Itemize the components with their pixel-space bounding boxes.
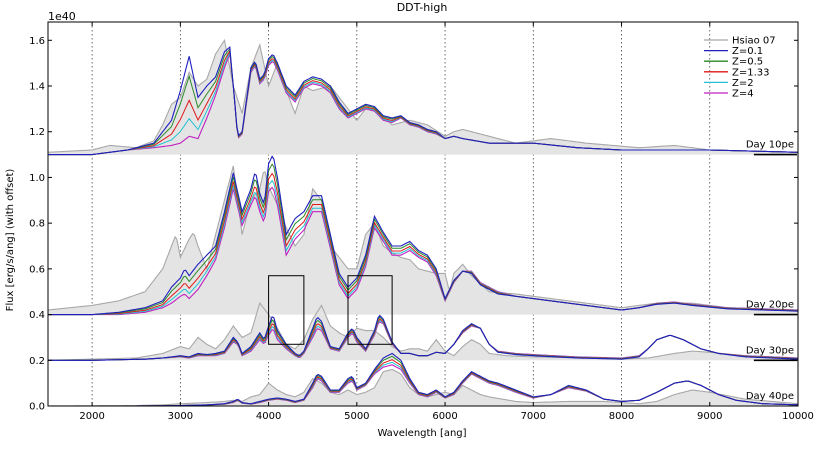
hsiao-line-0 xyxy=(48,38,798,153)
hsiao-line-2 xyxy=(48,301,798,361)
legend: Hsiao 07Z=0.1Z=0.5Z=1.33Z=2Z=4 xyxy=(704,36,776,100)
x-tick-label-5000: 5000 xyxy=(344,411,369,422)
chart-title: DDT-high xyxy=(397,1,448,14)
y-tick-label-1: 0.2 xyxy=(29,356,45,367)
inset-boxes xyxy=(268,275,393,345)
template-fill-areas xyxy=(48,40,798,406)
y-tick-label-6: 1.2 xyxy=(29,127,45,138)
template-fill-1 xyxy=(48,166,798,315)
z01-line-0 xyxy=(48,46,798,156)
template-fill-2 xyxy=(48,303,798,361)
x-tick-label-9000: 9000 xyxy=(697,411,722,422)
y-tick-label-5: 1.0 xyxy=(29,173,45,184)
y-tick-label-8: 1.6 xyxy=(29,36,45,47)
y-axis-multiplier: 1e40 xyxy=(48,10,76,23)
template-fill-0 xyxy=(48,40,798,155)
template-fill-3 xyxy=(48,369,798,406)
legend-label-3: Z=1.33 xyxy=(732,67,770,78)
y-tick-label-7: 1.4 xyxy=(29,82,45,93)
inset-box-0 xyxy=(268,275,305,345)
y-tick-label-2: 0.4 xyxy=(29,310,45,321)
legend-label-4: Z=2 xyxy=(732,78,754,89)
x-tick-label-10000: 10000 xyxy=(782,411,814,422)
y-tick-label-0: 0.0 xyxy=(29,402,45,413)
legend-label-0: Hsiao 07 xyxy=(732,36,776,47)
legend-label-1: Z=0.1 xyxy=(732,46,763,57)
z01-line-2 xyxy=(48,314,798,361)
scale-bars xyxy=(753,153,797,362)
y-axis-label: Flux [erg/s/ang] (with offset) xyxy=(5,169,16,312)
x-axis-label: Wavelength [ang] xyxy=(377,428,466,439)
legend-label-5: Z=4 xyxy=(732,89,754,100)
plot-frame xyxy=(47,21,799,407)
y-tick-label-3: 0.6 xyxy=(29,264,45,275)
z01-line-1 xyxy=(48,155,798,316)
y-axis-ticks: 0.0 0.2 0.4 0.6 0.8 1.0 1.2 1.4 1.6 xyxy=(29,36,798,413)
panel-label-3: Day 40pe xyxy=(746,391,794,402)
y-tick-label-4: 0.8 xyxy=(29,219,45,230)
inset-box-1 xyxy=(347,275,393,345)
panel-labels: Day 10pe Day 20pe Day 30pe Day 40pe xyxy=(746,140,794,402)
x-axis-ticks: 2000 3000 4000 5000 6000 7000 8000 9000 10000 xyxy=(79,22,814,422)
x-tick-label-3000: 3000 xyxy=(168,411,193,422)
x-tick-label-7000: 7000 xyxy=(521,411,546,422)
panel-label-1: Day 20pe xyxy=(746,300,794,311)
x-tick-label-8000: 8000 xyxy=(609,411,634,422)
legend-label-2: Z=0.5 xyxy=(732,57,763,68)
x-tick-label-6000: 6000 xyxy=(432,411,457,422)
panel-label-2: Day 30pe xyxy=(746,345,794,356)
panel-label-0: Day 10pe xyxy=(746,140,794,151)
x-tick-label-4000: 4000 xyxy=(256,411,281,422)
x-tick-label-2000: 2000 xyxy=(79,411,104,422)
